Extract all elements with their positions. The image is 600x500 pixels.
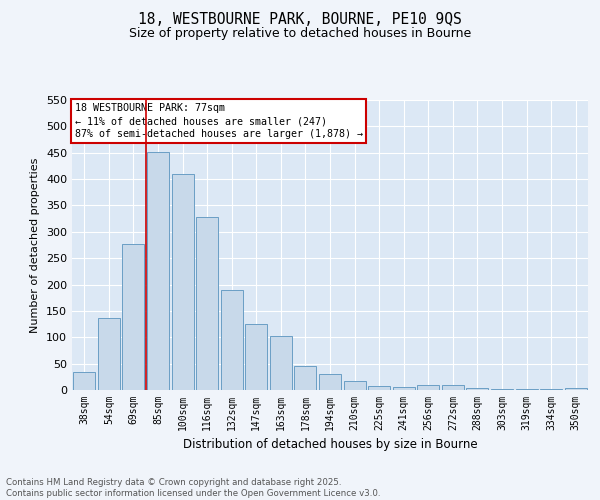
Text: 18 WESTBOURNE PARK: 77sqm
← 11% of detached houses are smaller (247)
87% of semi: 18 WESTBOURNE PARK: 77sqm ← 11% of detac… <box>74 103 362 140</box>
Bar <box>491 389 513 390</box>
Bar <box>196 217 218 390</box>
Bar <box>98 318 120 390</box>
Text: Size of property relative to detached houses in Bourne: Size of property relative to detached ho… <box>129 28 471 40</box>
Bar <box>73 372 95 390</box>
Bar <box>466 388 488 390</box>
Text: 18, WESTBOURNE PARK, BOURNE, PE10 9QS: 18, WESTBOURNE PARK, BOURNE, PE10 9QS <box>138 12 462 28</box>
Bar <box>565 388 587 390</box>
Bar <box>344 380 365 390</box>
X-axis label: Distribution of detached houses by size in Bourne: Distribution of detached houses by size … <box>182 438 478 452</box>
Bar <box>417 386 439 390</box>
Bar <box>147 152 169 390</box>
Bar <box>245 324 268 390</box>
Bar <box>442 386 464 390</box>
Bar <box>368 386 390 390</box>
Text: Contains HM Land Registry data © Crown copyright and database right 2025.
Contai: Contains HM Land Registry data © Crown c… <box>6 478 380 498</box>
Bar <box>319 374 341 390</box>
Bar <box>172 174 194 390</box>
Bar <box>122 244 145 390</box>
Bar <box>392 388 415 390</box>
Y-axis label: Number of detached properties: Number of detached properties <box>31 158 40 332</box>
Bar <box>270 336 292 390</box>
Bar <box>295 366 316 390</box>
Bar <box>221 290 243 390</box>
